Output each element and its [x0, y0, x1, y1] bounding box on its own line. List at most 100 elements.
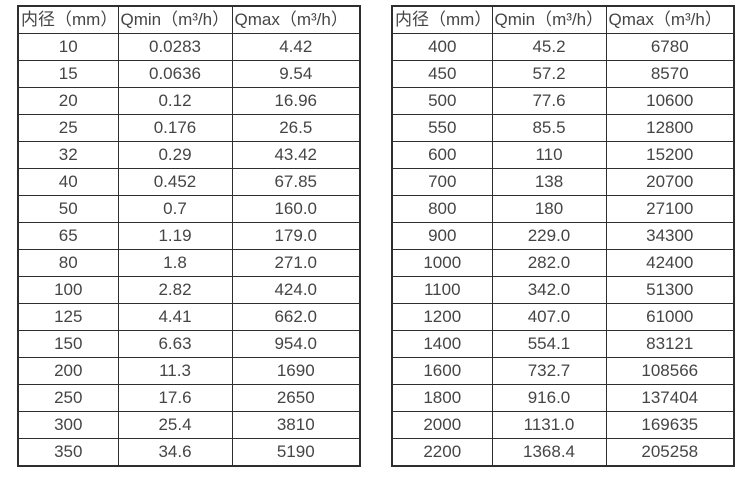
- qmax-cell: 43.42: [231, 141, 361, 169]
- qmin-cell: 916.0: [491, 384, 607, 412]
- table-row: 32 0.29 43.42: [17, 141, 361, 169]
- qmin-cell: 17.6: [117, 384, 233, 412]
- table-row: 500 77.6 10600: [391, 87, 735, 115]
- diameter-cell: 400: [391, 33, 493, 61]
- table-row: 100 2.82 424.0: [17, 276, 361, 304]
- diameter-column-header: 内径（mm）: [391, 5, 493, 34]
- diameter-cell: 1100: [391, 276, 493, 304]
- qmax-cell: 6780: [605, 33, 735, 61]
- diameter-cell: 900: [391, 222, 493, 250]
- table-row: 1800 916.0 137404: [391, 384, 735, 412]
- flow-table-small-diameters: 内径（mm） Qmin（m³/h） Qmax（m³/h） 10 0.0283 4.42 1…: [17, 5, 361, 467]
- qmin-cell: 6.63: [117, 330, 233, 358]
- qmax-cell: 83121: [605, 330, 735, 358]
- qmin-cell: 180: [491, 195, 607, 223]
- table-row: 350 34.6 5190: [17, 438, 361, 467]
- qmin-column-header: Qmin（m³/h）: [491, 5, 607, 34]
- qmin-cell: 138: [491, 168, 607, 196]
- qmax-cell: 51300: [605, 276, 735, 304]
- qmax-cell: 2650: [231, 384, 361, 412]
- qmax-cell: 8570: [605, 60, 735, 88]
- qmin-cell: 57.2: [491, 60, 607, 88]
- diameter-cell: 700: [391, 168, 493, 196]
- qmax-cell: 34300: [605, 222, 735, 250]
- qmin-cell: 85.5: [491, 114, 607, 142]
- qmin-cell: 229.0: [491, 222, 607, 250]
- diameter-cell: 20: [17, 87, 119, 115]
- qmax-cell: 271.0: [231, 249, 361, 277]
- diameter-cell: 2000: [391, 411, 493, 439]
- qmax-cell: 179.0: [231, 222, 361, 250]
- qmin-cell: 407.0: [491, 303, 607, 331]
- diameter-cell: 100: [17, 276, 119, 304]
- table-row: 450 57.2 8570: [391, 60, 735, 88]
- table-row: 1100 342.0 51300: [391, 276, 735, 304]
- table-row: 1400 554.1 83121: [391, 330, 735, 358]
- diameter-cell: 150: [17, 330, 119, 358]
- table-row: 10 0.0283 4.42: [17, 33, 361, 61]
- diameter-cell: 32: [17, 141, 119, 169]
- qmin-cell: 0.7: [117, 195, 233, 223]
- diameter-cell: 1600: [391, 357, 493, 385]
- qmax-cell: 1690: [231, 357, 361, 385]
- diameter-cell: 1800: [391, 384, 493, 412]
- qmax-cell: 42400: [605, 249, 735, 277]
- table-row: 550 85.5 12800: [391, 114, 735, 142]
- diameter-cell: 1200: [391, 303, 493, 331]
- diameter-cell: 50: [17, 195, 119, 223]
- qmin-cell: 282.0: [491, 249, 607, 277]
- qmin-cell: 1.8: [117, 249, 233, 277]
- qmax-cell: 12800: [605, 114, 735, 142]
- qmax-cell: 67.85: [231, 168, 361, 196]
- diameter-cell: 1400: [391, 330, 493, 358]
- qmin-cell: 1131.0: [491, 411, 607, 439]
- table-row: 1000 282.0 42400: [391, 249, 735, 277]
- table-row: 200 11.3 1690: [17, 357, 361, 385]
- qmin-cell: 1368.4: [491, 438, 607, 467]
- qmax-column-header: Qmax（m³/h）: [605, 5, 735, 34]
- table-body: 400 45.2 6780 450 57.2 8570 500 77.6 10600 550 85.…: [391, 33, 735, 467]
- qmin-cell: 2.82: [117, 276, 233, 304]
- diameter-cell: 600: [391, 141, 493, 169]
- qmax-cell: 5190: [231, 438, 361, 467]
- qmax-cell: 26.5: [231, 114, 361, 142]
- table-body: 10 0.0283 4.42 15 0.0636 9.54 20 0.12 16.96 25 0.1…: [17, 33, 361, 467]
- qmin-cell: 0.176: [117, 114, 233, 142]
- qmax-cell: 205258: [605, 438, 735, 467]
- qmin-cell: 0.0283: [117, 33, 233, 61]
- diameter-cell: 40: [17, 168, 119, 196]
- table-row: 15 0.0636 9.54: [17, 60, 361, 88]
- qmax-cell: 954.0: [231, 330, 361, 358]
- table-row: 300 25.4 3810: [17, 411, 361, 439]
- qmin-cell: 110: [491, 141, 607, 169]
- qmax-cell: 160.0: [231, 195, 361, 223]
- qmin-cell: 45.2: [491, 33, 607, 61]
- table-row: 80 1.8 271.0: [17, 249, 361, 277]
- diameter-cell: 65: [17, 222, 119, 250]
- qmax-cell: 20700: [605, 168, 735, 196]
- diameter-cell: 450: [391, 60, 493, 88]
- header-row: 内径（mm） Qmin（m³/h） Qmax（m³/h）: [391, 5, 735, 34]
- table-row: 25 0.176 26.5: [17, 114, 361, 142]
- table-row: 1600 732.7 108566: [391, 357, 735, 385]
- qmin-cell: 0.0636: [117, 60, 233, 88]
- qmin-column-header: Qmin（m³/h）: [117, 5, 233, 34]
- qmin-cell: 34.6: [117, 438, 233, 467]
- table-row: 40 0.452 67.85: [17, 168, 361, 196]
- diameter-cell: 80: [17, 249, 119, 277]
- qmin-cell: 0.12: [117, 87, 233, 115]
- qmax-cell: 61000: [605, 303, 735, 331]
- table-row: 700 138 20700: [391, 168, 735, 196]
- qmin-cell: 77.6: [491, 87, 607, 115]
- diameter-cell: 1000: [391, 249, 493, 277]
- table-row: 65 1.19 179.0: [17, 222, 361, 250]
- table-row: 400 45.2 6780: [391, 33, 735, 61]
- qmax-cell: 137404: [605, 384, 735, 412]
- qmax-cell: 10600: [605, 87, 735, 115]
- table-row: 50 0.7 160.0: [17, 195, 361, 223]
- table-row: 2200 1368.4 205258: [391, 438, 735, 467]
- qmax-cell: 27100: [605, 195, 735, 223]
- table-row: 2000 1131.0 169635: [391, 411, 735, 439]
- diameter-cell: 10: [17, 33, 119, 61]
